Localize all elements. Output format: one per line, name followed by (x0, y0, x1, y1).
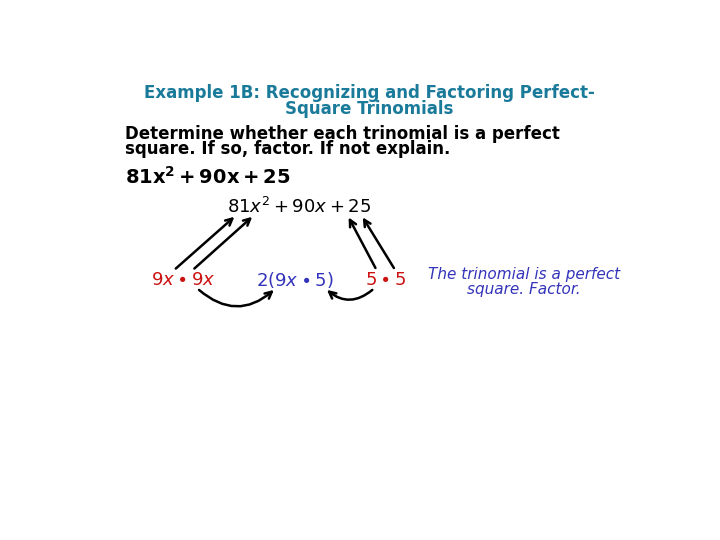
Text: Example 1B: Recognizing and Factoring Perfect-: Example 1B: Recognizing and Factoring Pe… (143, 84, 595, 102)
Text: The trinomial is a perfect: The trinomial is a perfect (428, 267, 620, 282)
Text: $2(9x \bullet 5)$: $2(9x \bullet 5)$ (256, 271, 334, 291)
Text: $81x^2 + 90x + 25$: $81x^2 + 90x + 25$ (228, 197, 372, 217)
Text: square. Factor.: square. Factor. (467, 282, 581, 297)
Text: square. If so, factor. If not explain.: square. If so, factor. If not explain. (125, 140, 450, 159)
Text: Determine whether each trinomial is a perfect: Determine whether each trinomial is a pe… (125, 125, 559, 143)
Text: $\mathbf{81x^2 + 90x + 25}$: $\mathbf{81x^2 + 90x + 25}$ (125, 165, 290, 187)
Text: $5 \bullet 5$: $5 \bullet 5$ (365, 272, 407, 289)
Text: $9x \bullet 9x$: $9x \bullet 9x$ (150, 272, 215, 289)
Text: Square Trinomials: Square Trinomials (285, 100, 453, 118)
